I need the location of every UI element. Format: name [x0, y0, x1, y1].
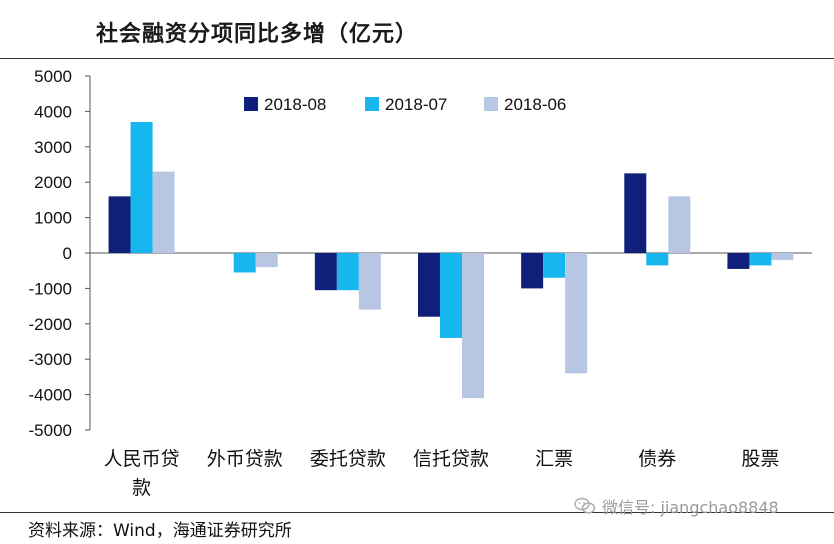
legend-label: 2018-07	[385, 95, 447, 114]
chart-axes: 5000 4000 3000 2000 1000 0 -1000 -2000 -3000 -400…	[29, 67, 812, 499]
category-label: 信托贷款	[413, 448, 489, 470]
wechat-icon	[574, 497, 596, 514]
category-label: 债券	[638, 448, 676, 470]
category-label: 外币贷款	[207, 448, 283, 470]
bar-2018-08	[418, 253, 440, 317]
bar-2018-07	[130, 122, 153, 254]
category-label-wrap: 款	[132, 477, 151, 499]
bar-2018-06	[462, 253, 484, 399]
bar-2018-07	[440, 253, 462, 338]
y-tick-label: 0	[63, 244, 72, 263]
bar-2018-06	[358, 253, 381, 310]
y-tick-label: 2000	[34, 173, 72, 192]
y-tick-label: -4000	[29, 386, 72, 405]
y-tick-label: -5000	[29, 421, 72, 440]
y-tick-label: 4000	[34, 102, 72, 121]
legend-swatch-2018-08	[244, 97, 258, 111]
y-tick-label: 3000	[34, 138, 72, 157]
bar-2018-08	[727, 253, 750, 269]
bar-2018-07	[646, 253, 669, 266]
y-tick-label: 1000	[34, 209, 72, 228]
y-tick-label: -2000	[29, 315, 72, 334]
bar-2018-07	[233, 253, 256, 273]
y-tick-label: -1000	[29, 279, 72, 298]
bar-2018-08	[521, 253, 544, 289]
legend-label: 2018-06	[504, 95, 566, 114]
bar-2018-06	[771, 253, 794, 261]
y-tick-label: -3000	[29, 350, 72, 369]
watermark-text: 微信号: jiangchao8848	[602, 498, 779, 517]
chart-legend: 2018-08 2018-07 2018-06	[244, 95, 566, 114]
bar-2018-06	[668, 196, 691, 253]
bar-2018-06	[565, 253, 588, 374]
legend-label: 2018-08	[264, 95, 326, 114]
bar-2018-08	[108, 196, 131, 253]
bar-2018-06	[152, 171, 175, 253]
title-divider	[0, 58, 834, 59]
bar-2018-07	[749, 253, 772, 266]
y-tick-label: 5000	[34, 67, 72, 86]
category-label: 汇票	[535, 448, 573, 470]
source-note: 资料来源：Wind，海通证券研究所	[28, 521, 292, 541]
category-label: 人民币贷	[104, 448, 180, 470]
bar-2018-07	[336, 253, 359, 291]
category-label: 股票	[741, 448, 779, 470]
watermark: 微信号: jiangchao8848	[574, 494, 779, 518]
bar-2018-06	[255, 253, 278, 268]
bar-2018-08	[314, 253, 337, 291]
legend-swatch-2018-07	[365, 97, 379, 111]
bar-2018-07	[543, 253, 566, 278]
footer-divider	[0, 512, 834, 513]
chart-bars	[108, 122, 794, 399]
bar-2018-08	[624, 173, 647, 253]
legend-swatch-2018-06	[484, 97, 498, 111]
category-label: 委托贷款	[310, 448, 386, 470]
chart-title: 社会融资分项同比多增（亿元）	[96, 21, 419, 47]
